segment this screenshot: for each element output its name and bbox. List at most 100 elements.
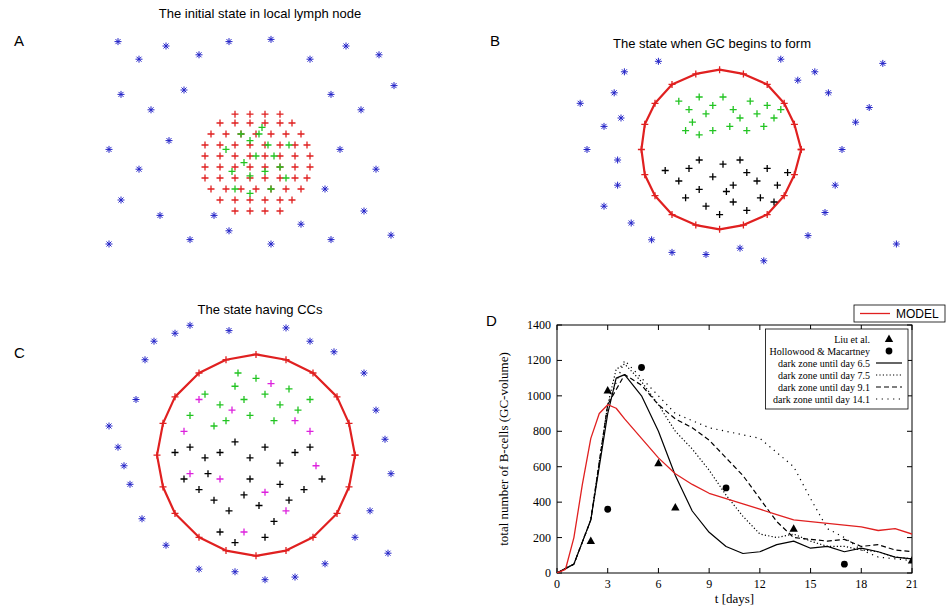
data-point [703,203,710,210]
data-point [675,98,682,105]
data-point [232,438,239,445]
data-point [283,186,290,193]
data-point [611,89,618,96]
data-point [262,576,269,583]
data-point [652,100,659,107]
data-point [328,236,335,243]
data-point [628,220,635,227]
data-point [686,165,693,172]
data-point [307,164,314,171]
data-point [839,146,846,153]
data-point [307,428,314,435]
panel-title: The initial state in local lymph node [159,6,361,21]
data-point [202,164,209,171]
data-point [253,351,260,358]
data-point [298,221,305,228]
y-tick [557,431,912,432]
data-point [115,38,122,45]
data-point [298,186,305,193]
data-point [271,153,278,160]
data-point [202,454,209,461]
data-point [265,142,272,149]
legend-label: dark zone until day 6.5 [778,358,870,369]
data-point [601,123,608,130]
x-tick-label: 21 [906,577,918,591]
data-point [283,131,290,138]
data-point [232,111,239,118]
data-point [798,146,805,153]
data-point [217,529,224,536]
y-tick-label: 0 [545,566,551,580]
data-point [247,164,254,171]
data-point [723,485,730,492]
data-point [253,552,260,559]
data-point [187,236,194,243]
data-point [226,507,233,514]
data-point [743,127,750,134]
data-point [247,153,254,160]
background [0,0,952,612]
x-tick-label: 15 [805,577,817,591]
data-point [777,106,784,113]
data-point [106,423,113,430]
data-point [754,178,761,185]
data-point [217,476,224,483]
data-point [703,251,710,258]
data-point [709,102,716,109]
data-point [352,452,359,459]
data-point [127,481,134,488]
data-point [181,476,188,483]
data-point [747,98,754,105]
data-point [760,123,767,130]
data-point [133,396,140,403]
data-point [373,166,380,173]
data-point [388,232,395,239]
data-point [196,370,203,377]
data-point [268,380,275,387]
x-tick-label: 0 [554,577,560,591]
x-tick [557,325,558,573]
data-point [811,68,818,75]
data-point [638,364,645,371]
data-point [709,127,716,134]
data-point [217,164,224,171]
data-point [841,561,848,568]
data-point [118,91,125,98]
data-point [587,537,595,545]
data-point [247,172,254,179]
data-point [743,169,750,176]
data-point [352,452,359,459]
data-point [322,560,329,567]
y-tick-label: 1200 [527,353,551,367]
legend: MODEL [854,305,945,322]
data-point [696,94,703,101]
data-point [307,338,314,345]
y-tick-label: 800 [533,424,551,438]
data-point [764,81,771,88]
data-point [217,153,224,160]
data-point [115,444,122,451]
data-point [268,241,275,248]
data-point [373,407,380,414]
data-line [641,70,801,230]
data-point [268,36,275,43]
data-point [277,197,284,204]
legend-box [765,329,908,409]
data-point [148,106,155,113]
data-point [226,38,233,45]
data-point [791,171,798,178]
data-point [601,203,608,210]
data-point [262,175,269,182]
y-tick-label: 1000 [527,389,551,403]
data-point [136,56,143,63]
plot-frame [557,325,912,573]
data-point [292,449,299,456]
data-point [187,322,194,329]
x-tick-label: 6 [655,577,661,591]
panel-letter: C [14,344,25,361]
data-point [247,190,254,197]
data-point [388,470,395,477]
data-point [337,146,344,153]
data-point [232,175,239,182]
legend-swatch [876,398,902,399]
